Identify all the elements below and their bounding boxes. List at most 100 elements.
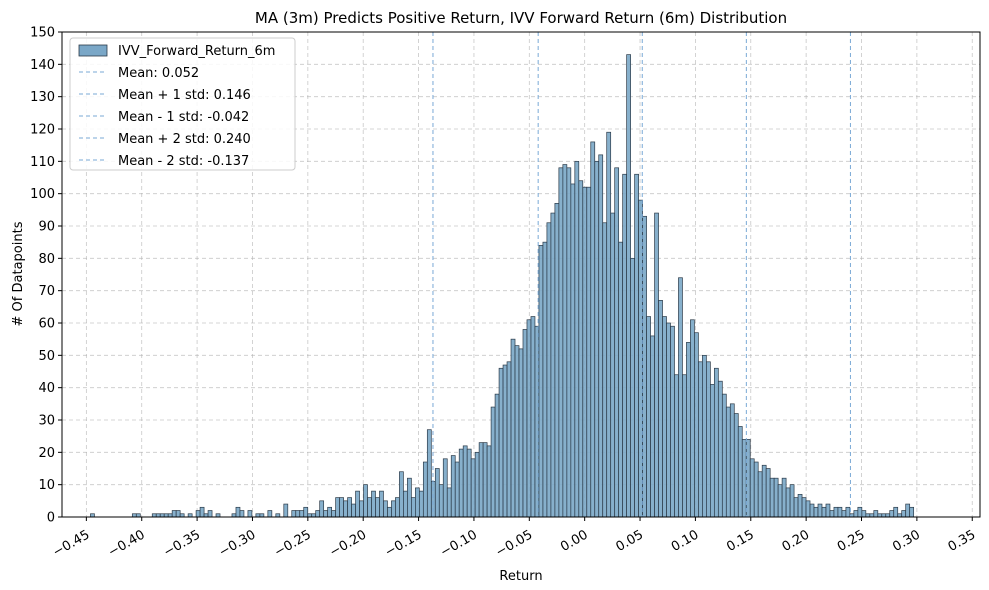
histogram-bar	[478, 442, 484, 518]
histogram-bar	[247, 510, 253, 518]
histogram-bar	[526, 319, 532, 518]
y-tick-label: 50	[38, 349, 55, 364]
histogram-bar	[546, 222, 552, 518]
y-axis-ticks: 0 10 20 30 40 50 60 70 80 90 100 110 120 130 140 150	[30, 26, 62, 526]
histogram-bar	[598, 154, 604, 518]
legend-swatch-histogram	[78, 44, 108, 57]
histogram-bar	[793, 497, 799, 518]
histogram-bar	[777, 484, 783, 518]
y-tick-label: 110	[30, 155, 55, 170]
y-tick-label: 70	[38, 284, 55, 299]
histogram-bar	[303, 506, 309, 518]
histogram-bar	[454, 461, 460, 518]
x-tick-label: 0.30	[890, 527, 923, 554]
histogram-bar	[518, 348, 524, 518]
histogram-bar	[725, 406, 731, 518]
histogram-bar	[861, 510, 867, 518]
histogram-bar	[650, 335, 655, 518]
histogram-bar	[666, 322, 671, 518]
histogram-bar	[403, 490, 408, 518]
histogram-bar	[658, 300, 663, 518]
x-tick-label: −0.40	[106, 527, 148, 560]
histogram-bar	[813, 506, 819, 518]
histogram-bar	[458, 448, 464, 518]
y-tick-label: 90	[38, 220, 55, 235]
histogram-bar	[339, 497, 344, 518]
histogram-bar	[678, 277, 683, 518]
x-tick-label: 0.10	[669, 527, 702, 554]
histogram-bar	[490, 406, 496, 518]
y-tick-label: 30	[38, 414, 55, 429]
histogram-bar	[642, 215, 647, 518]
histogram-bar	[514, 345, 520, 518]
histogram-bar	[682, 374, 687, 518]
histogram-bar	[789, 484, 795, 518]
y-tick-label: 80	[38, 252, 55, 267]
legend-box	[69, 37, 296, 171]
histogram-bar	[614, 167, 620, 518]
legend-label-histogram: IVV_Forward_Return_6m	[118, 44, 275, 59]
histogram-bar	[574, 160, 580, 518]
histogram-bar	[411, 497, 416, 518]
x-axis-ticks: −0.45 −0.40 −0.35 −0.30 −0.25 −0.20 −0.15 −0.10…	[50, 517, 978, 560]
histogram-bar	[343, 500, 348, 518]
histogram-bar	[662, 316, 667, 518]
y-tick-label: 40	[38, 381, 55, 396]
histogram-bar	[418, 490, 424, 518]
histogram-bar	[351, 503, 356, 518]
x-tick-label: −0.30	[216, 527, 258, 560]
histogram-bar	[741, 439, 747, 518]
histogram-bar	[566, 167, 572, 518]
histogram-bar	[446, 487, 452, 518]
histogram-bar	[510, 338, 516, 518]
histogram-bar	[733, 413, 739, 518]
histogram-bar	[773, 477, 779, 518]
histogram-bar	[833, 506, 839, 518]
histogram-bar	[769, 477, 775, 518]
histogram-bar	[594, 160, 600, 518]
y-tick-label: 0	[47, 511, 55, 526]
legend-label-mean-minus-2std: Mean - 2 std: -0.137	[118, 154, 249, 169]
histogram-bar	[474, 451, 480, 518]
histogram-bar	[893, 506, 899, 518]
x-tick-label: −0.35	[161, 527, 203, 560]
histogram-bar	[323, 510, 329, 518]
histogram-bar	[582, 186, 588, 518]
histogram-bar	[359, 500, 364, 518]
histogram-bar	[395, 497, 400, 518]
histogram-bar	[267, 510, 273, 518]
histogram-bar	[283, 503, 289, 518]
histogram-bar	[889, 510, 895, 518]
histogram-bar	[175, 510, 181, 518]
histogram-bar	[391, 500, 396, 518]
histogram-bar	[686, 342, 691, 518]
histogram-bar	[626, 54, 631, 518]
x-tick-label: −0.10	[438, 527, 480, 560]
histogram-bar	[590, 141, 596, 518]
histogram-bar	[721, 393, 727, 518]
histogram-bar	[630, 257, 635, 518]
y-tick-label: 20	[38, 446, 55, 461]
y-tick-label: 100	[30, 187, 55, 202]
histogram-bar	[845, 506, 851, 518]
histogram-bar	[506, 361, 512, 518]
histogram-bar	[654, 212, 659, 518]
chart-title: MA (3m) Predicts Positive Return, IVV Fo…	[255, 9, 787, 27]
x-tick-label: −0.15	[383, 527, 425, 560]
histogram-bar	[781, 477, 787, 518]
histogram-bar	[482, 442, 488, 518]
histogram-bar	[291, 510, 297, 518]
histogram-bar	[817, 503, 823, 518]
histogram-bar	[745, 439, 751, 518]
x-tick-label: −0.05	[493, 527, 535, 560]
x-tick-label: 0.05	[613, 527, 646, 554]
histogram-bar	[199, 506, 205, 518]
histogram-bar	[295, 510, 301, 518]
histogram-bar	[363, 484, 368, 518]
histogram-bar	[829, 510, 835, 518]
histogram-bar	[713, 367, 719, 518]
y-axis-label: # Of Datapoints	[11, 221, 26, 326]
x-tick-label: 0.20	[780, 527, 813, 554]
y-tick-label: 10	[38, 478, 55, 493]
histogram-bar	[387, 506, 392, 518]
